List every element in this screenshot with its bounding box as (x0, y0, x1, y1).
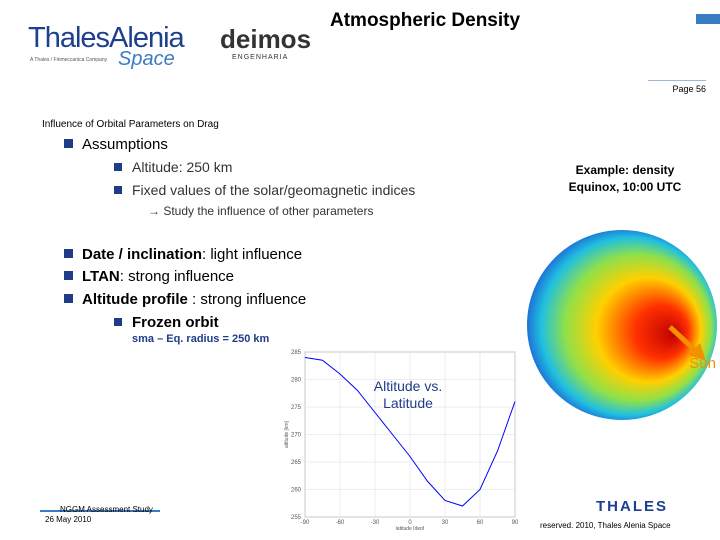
logo-tagline: A Thales / Finmeccanica Company (30, 57, 108, 63)
sun-label: Sun (689, 355, 716, 372)
y-tick-label: 285 (291, 350, 302, 356)
bullet-text: : strong influence (119, 268, 235, 285)
y-axis-label: altitude [km] (284, 420, 290, 448)
arrow-head (688, 343, 706, 361)
y-tick-label: 280 (291, 378, 302, 384)
caption-line: Equinox, 10:00 UTC (568, 180, 682, 194)
sun-arrow (668, 325, 700, 355)
sub-note: sma – Eq. radius = 250 km (132, 333, 270, 345)
partner-logo: deimos (220, 24, 312, 54)
bullet: Date / inclination: light influence (64, 246, 302, 263)
chart: 255 260 265 270 275 280 285 -90 -60 -30 0 30 60 90 lat… (284, 350, 519, 530)
section-title: Influence of Orbital Parameters on Drag (42, 119, 219, 130)
logo: ThalesAlenia (28, 22, 185, 54)
corner-mark (696, 14, 720, 24)
globe: Sun (527, 230, 717, 420)
x-tick-label: 90 (512, 520, 519, 526)
bullet: LTAN: strong influence (64, 268, 234, 285)
bullet-text: : light influence (202, 246, 303, 263)
bullet-lead: Altitude profile (82, 291, 188, 308)
y-tick-label: 270 (291, 433, 302, 439)
y-tick-label: 260 (291, 488, 302, 494)
footer-study: NGGM Assessment Study (60, 505, 153, 514)
note: → Study the influence of other parameter… (148, 204, 374, 218)
footer-copyright: reserved. 2010, Thales Alenia Space (540, 521, 671, 530)
y-tick-label: 255 (291, 515, 302, 521)
x-tick-label: -30 (371, 520, 380, 526)
bullet-text: : strong influence (187, 291, 307, 308)
footer-brand: THALES (596, 498, 668, 515)
x-tick-label: 0 (408, 520, 412, 526)
sub-bullet: Fixed values of the solar/geomagnetic in… (114, 182, 415, 198)
bullet-lead: Date / inclination (82, 246, 203, 263)
annotation: Latitude (383, 395, 433, 411)
annotation: Altitude vs. (374, 378, 442, 394)
footer-date: 26 May 2010 (45, 515, 92, 524)
bullet: Assumptions (64, 136, 168, 153)
line (304, 357, 516, 507)
x-axis-label: latitude [deg] (396, 526, 425, 530)
sub-bullet: Altitude: 250 km (114, 159, 232, 175)
logo-sub: Space (118, 48, 175, 70)
footer-rule (40, 510, 160, 512)
slide-title: Atmospheric Density (330, 10, 521, 31)
page-number: Page 56 (648, 80, 706, 100)
sub-bullet: Frozen orbit (114, 314, 219, 331)
bullet: Altitude profile : strong influence (64, 291, 306, 308)
y-tick-label: 275 (291, 405, 302, 411)
x-tick-label: 30 (442, 520, 449, 526)
caption-line: Example: density (575, 163, 675, 177)
partner-sub: ENGENHARIA (232, 54, 289, 61)
x-tick-label: 60 (477, 520, 484, 526)
y-tick-label: 265 (291, 460, 302, 466)
globe-sphere (527, 230, 717, 420)
x-tick-label: -60 (336, 520, 345, 526)
bullet-lead: LTAN (82, 268, 120, 285)
globe-caption: Example: density Equinox, 10:00 UTC (540, 162, 710, 196)
x-tick-label: -90 (301, 520, 310, 526)
